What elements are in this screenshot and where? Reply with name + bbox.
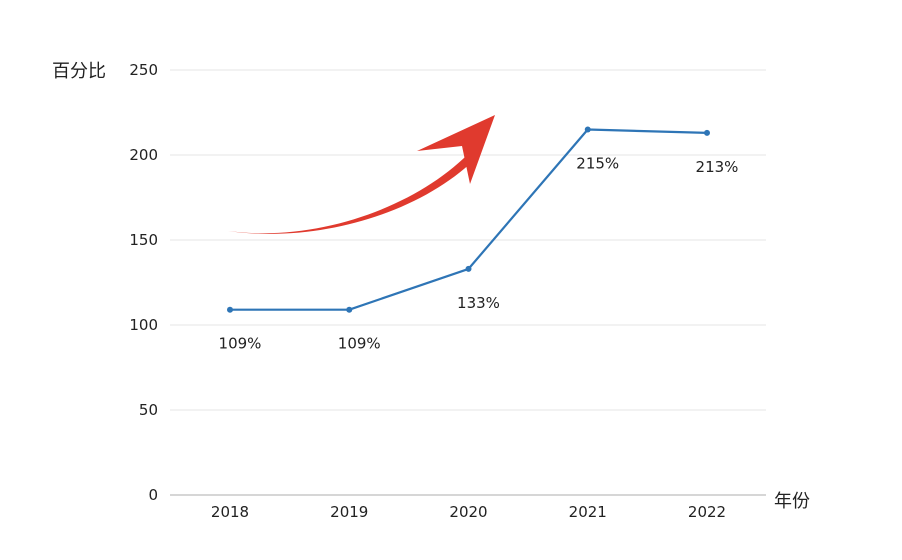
y-tick-label: 50 [139,401,158,419]
data-point [584,126,591,133]
data-point [465,265,472,272]
y-tick-label: 0 [148,486,158,504]
data-label: 213% [696,158,739,176]
x-tick-label: 2022 [688,503,726,521]
x-tick-label: 2021 [569,503,607,521]
x-tick-label: 2020 [449,503,487,521]
data-label: 133% [457,294,500,312]
y-tick-label: 150 [129,231,158,249]
y-tick-label: 100 [129,316,158,334]
data-label: 109% [219,335,262,353]
trend-arrow-head [417,115,495,184]
data-label: 215% [576,155,619,173]
y-tick-label: 250 [129,61,158,79]
y-axis-title: 百分比 [52,61,106,82]
trend-arrow-shaft [228,150,474,234]
series-group: 109% 109% 133% 215% 213% [219,126,739,353]
data-point [346,306,353,313]
trend-arrow-annotation [228,115,495,234]
x-tick-label: 2018 [211,503,249,521]
x-axis-title: 年份 [774,491,810,512]
y-tick-label: 200 [129,146,158,164]
y-axis-ticks: 0 50 100 150 200 250 [129,61,158,504]
x-axis-ticks: 2018 2019 2020 2021 2022 [211,503,726,521]
data-point [704,129,710,136]
data-point [227,306,233,313]
x-tick-label: 2019 [330,503,368,521]
data-label: 109% [338,335,381,353]
